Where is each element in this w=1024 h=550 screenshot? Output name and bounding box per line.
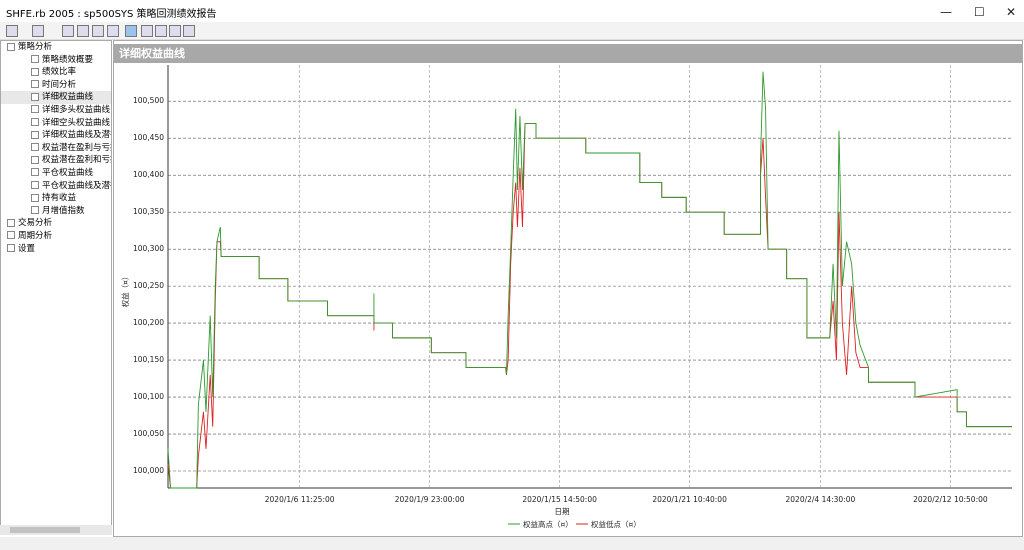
tree-item[interactable]: 持有收益 [1, 192, 111, 205]
tree-item[interactable]: 月增值指数 [1, 205, 111, 218]
tree-item[interactable]: 平仓权益曲线及潜在 [1, 180, 111, 193]
tree-label: 月增值指数 [42, 205, 85, 216]
x-tick-label: 2020/1/9 23:00:00 [395, 495, 465, 504]
title-bar: SHFE.rb 2005 : sp500SYS 策略回测绩效报告 — ☐ ✕ [0, 0, 1024, 22]
tree-label: 策略分析 [18, 42, 53, 52]
tree-label: 平仓权益曲线 [42, 167, 94, 178]
tree-label: 周期分析 [18, 230, 53, 241]
tree-label: 权益潜在盈利和亏损 [42, 155, 112, 166]
tree-item[interactable]: 详细权益曲线及潜在 [1, 129, 111, 142]
legend-label: 权益低点（¤） [591, 519, 641, 529]
tree-label: 平仓权益曲线及潜在 [42, 180, 112, 191]
tree-item[interactable]: 详细多头权益曲线 [1, 104, 111, 117]
pan-tool[interactable] [141, 25, 153, 37]
tree-group[interactable]: 设置 [1, 243, 111, 256]
save-button[interactable] [62, 25, 74, 37]
tree-label: 权益潜在盈利与亏损 [42, 142, 112, 153]
tree-item[interactable]: 详细权益曲线 [1, 91, 111, 104]
tree-item[interactable]: 平仓权益曲线 [1, 167, 111, 180]
tree-item[interactable]: 权益潜在盈利与亏损 [1, 142, 111, 155]
tree-label: 交易分析 [18, 218, 53, 229]
x-tick-label: 2020/2/12 10:50:00 [913, 495, 988, 504]
tree-group[interactable]: 交易分析 [1, 217, 111, 230]
chart: 权益（¤） 日期 100,000 100,050 100,100 100,150 100… [120, 65, 1012, 529]
tree-label: 设置 [18, 243, 36, 254]
y-tick-label: 100,300 [133, 244, 164, 253]
legend-label: 权益高点（¤） [523, 519, 573, 529]
tree-item[interactable]: 详细空头权益曲线 [1, 117, 111, 130]
tree-item[interactable]: 权益潜在盈利和亏损 [1, 154, 111, 167]
y-tick-label: 100,050 [133, 429, 164, 438]
scrollbar[interactable] [0, 525, 112, 535]
maximize-button[interactable]: ☐ [974, 5, 985, 19]
toolbar [0, 22, 1024, 40]
y-tick-label: 100,450 [133, 133, 164, 142]
report-panel: 详细权益曲线 [113, 40, 1023, 537]
y-tick-label: 100,000 [133, 466, 164, 475]
back-button[interactable] [6, 25, 18, 37]
tree-group[interactable]: 周期分析 [1, 230, 111, 243]
tree-item[interactable]: 绩效比率 [1, 66, 111, 79]
view-button[interactable] [107, 25, 119, 37]
tree-label: 绩效比率 [42, 67, 77, 78]
tree-item[interactable]: 策略绩效概要 [1, 54, 111, 67]
y-tick-label: 100,350 [133, 207, 164, 216]
y-tick-label: 100,200 [133, 318, 164, 327]
x-tick-label: 2020/1/15 14:50:00 [522, 495, 597, 504]
tree-label: 详细空头权益曲线 [42, 117, 111, 128]
tree-group[interactable]: 策略分析 [1, 41, 111, 54]
tree-item[interactable]: 时间分析 [1, 79, 111, 92]
zoom-in-tool[interactable] [155, 25, 167, 37]
y-tick-label: 100,250 [133, 281, 164, 290]
tree-label: 策略绩效概要 [42, 54, 94, 65]
zoom-out-tool[interactable] [169, 25, 181, 37]
reset-tool[interactable] [183, 25, 195, 37]
tree-label: 持有收益 [42, 193, 77, 204]
y-tick-label: 100,100 [133, 392, 164, 401]
y-tick-label: 100,400 [133, 170, 164, 179]
nav-tree: 策略分析策略绩效概要 绩效比率 时间分析详细权益曲线 详细多头权益曲线 详细空头权益曲线… [0, 40, 112, 526]
x-axis-label: 日期 [555, 507, 570, 516]
x-tick-label: 2020/1/6 11:25:00 [265, 495, 335, 504]
print-button[interactable] [92, 25, 104, 37]
x-tick-label: 2020/1/21 10:40:00 [652, 495, 727, 504]
close-button[interactable]: ✕ [1006, 5, 1017, 19]
copy-button[interactable] [77, 25, 89, 37]
tree-label: 时间分析 [42, 79, 77, 90]
y-axis-label: 权益（¤） [120, 273, 130, 308]
minimize-button[interactable]: — [940, 5, 952, 19]
panel-title: 详细权益曲线 [114, 44, 1022, 63]
pointer-tool[interactable] [125, 25, 137, 37]
y-tick-label: 100,150 [133, 355, 164, 364]
equity-line [167, 122, 1012, 489]
forward-button[interactable] [32, 25, 44, 37]
y-tick-label: 100,500 [133, 96, 164, 105]
window-title: SHFE.rb 2005 : sp500SYS 策略回测绩效报告 [6, 9, 217, 20]
x-tick-label: 2020/2/4 14:30:00 [786, 495, 856, 504]
tree-label: 详细多头权益曲线 [42, 104, 111, 115]
tree-label: 详细权益曲线及潜在 [42, 130, 112, 141]
tree-label: 详细权益曲线 [42, 92, 94, 103]
equity-line [167, 71, 1012, 489]
status-bar [0, 537, 1024, 550]
